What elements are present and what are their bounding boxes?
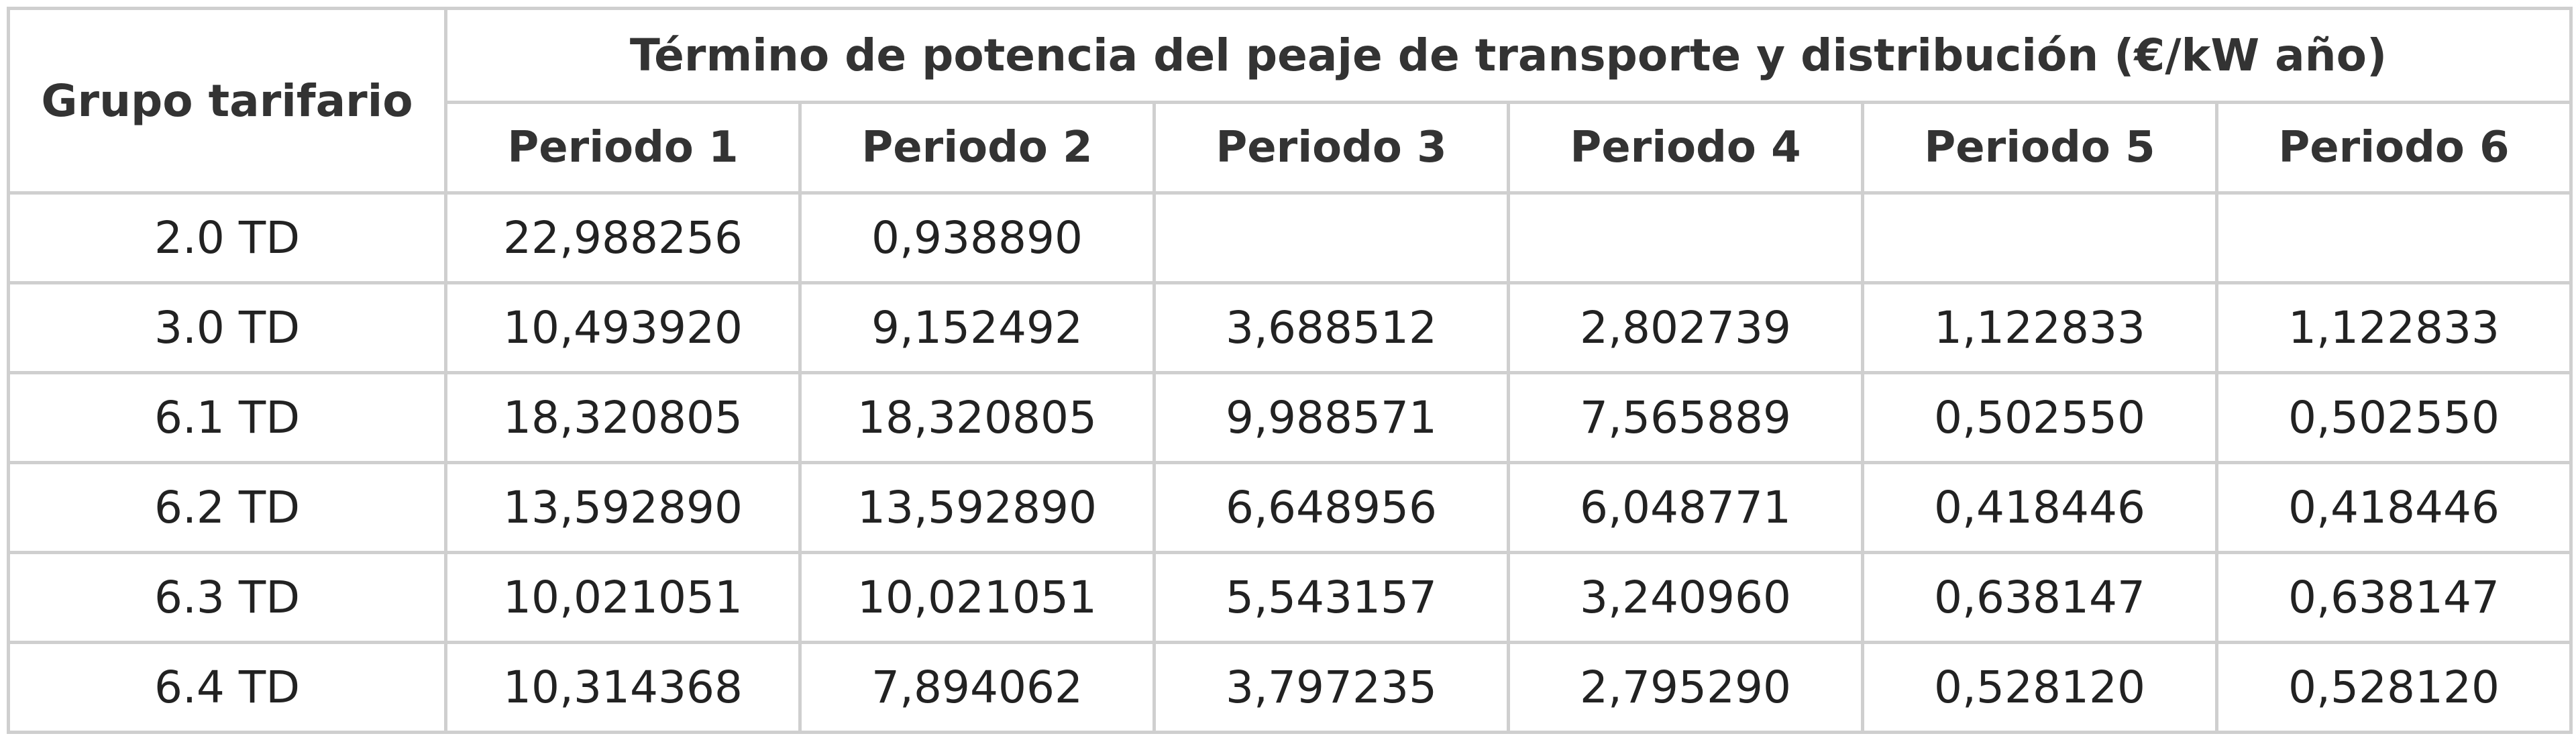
group-cell: 2.0 TD [7, 191, 447, 284]
value-cell [1152, 191, 1510, 284]
value-cell: 9,152492 [798, 281, 1156, 374]
value-cell [2214, 191, 2573, 284]
value-cell: 13,592890 [798, 461, 1156, 554]
value-cell: 10,021051 [798, 551, 1156, 644]
value-cell: 0,528120 [2214, 641, 2573, 734]
table-row: 6.4 TD 10,314368 7,894062 3,797235 2,795… [7, 641, 2573, 734]
value-cell: 2,802739 [1507, 281, 1864, 374]
value-cell: 3,797235 [1152, 641, 1510, 734]
group-column-header: Grupo tarifario [7, 7, 447, 195]
value-cell: 0,528120 [1861, 641, 2218, 734]
value-cell: 22,988256 [444, 191, 802, 284]
tariff-table-container: Grupo tarifario Término de potencia del … [7, 7, 2573, 734]
value-cell [1507, 191, 1864, 284]
table-row: 6.3 TD 10,021051 10,021051 5,543157 3,24… [7, 551, 2573, 644]
value-cell: 18,320805 [798, 371, 1156, 464]
value-cell: 9,988571 [1152, 371, 1510, 464]
value-cell: 2,795290 [1507, 641, 1864, 734]
value-cell: 3,688512 [1152, 281, 1510, 374]
table-row: 6.2 TD 13,592890 13,592890 6,648956 6,04… [7, 461, 2573, 554]
value-cell [1861, 191, 2218, 284]
value-cell: 0,938890 [798, 191, 1156, 284]
value-cell: 0,418446 [1861, 461, 2218, 554]
value-cell: 3,240960 [1507, 551, 1864, 644]
value-cell: 6,648956 [1152, 461, 1510, 554]
value-cell: 7,894062 [798, 641, 1156, 734]
group-cell: 6.1 TD [7, 371, 447, 464]
value-cell: 1,122833 [2214, 281, 2573, 374]
value-cell: 1,122833 [1861, 281, 2218, 374]
period-header-1: Periodo 1 [444, 101, 802, 195]
table-row: 2.0 TD 22,988256 0,938890 [7, 191, 2573, 284]
table-row: 3.0 TD 10,493920 9,152492 3,688512 2,802… [7, 281, 2573, 374]
value-cell: 10,021051 [444, 551, 802, 644]
group-cell: 6.4 TD [7, 641, 447, 734]
value-cell: 7,565889 [1507, 371, 1864, 464]
value-cell: 10,314368 [444, 641, 802, 734]
tariff-table: Grupo tarifario Término de potencia del … [7, 7, 2573, 734]
period-header-3: Periodo 3 [1152, 101, 1510, 195]
group-cell: 6.2 TD [7, 461, 447, 554]
value-cell: 0,638147 [2214, 551, 2573, 644]
value-cell: 5,543157 [1152, 551, 1510, 644]
period-header-2: Periodo 2 [798, 101, 1156, 195]
power-term-header: Término de potencia del peaje de transpo… [443, 7, 2573, 104]
group-cell: 6.3 TD [7, 551, 447, 644]
value-cell: 18,320805 [444, 371, 802, 464]
value-cell: 13,592890 [444, 461, 802, 554]
value-cell: 0,418446 [2214, 461, 2573, 554]
value-cell: 0,502550 [1861, 371, 2218, 464]
period-header-4: Periodo 4 [1507, 101, 1864, 195]
table-row: 6.1 TD 18,320805 18,320805 9,988571 7,56… [7, 371, 2573, 464]
period-header-6: Periodo 6 [2214, 101, 2573, 195]
value-cell: 10,493920 [444, 281, 802, 374]
value-cell: 6,048771 [1507, 461, 1864, 554]
value-cell: 0,638147 [1861, 551, 2218, 644]
group-cell: 3.0 TD [7, 281, 447, 374]
header-row-top: Grupo tarifario Término de potencia del … [7, 7, 2573, 195]
period-header-5: Periodo 5 [1861, 101, 2218, 195]
value-cell: 0,502550 [2214, 371, 2573, 464]
header-row-periods: Periodo 1 Periodo 2 Periodo 3 Periodo 4 … [9, 101, 2573, 195]
